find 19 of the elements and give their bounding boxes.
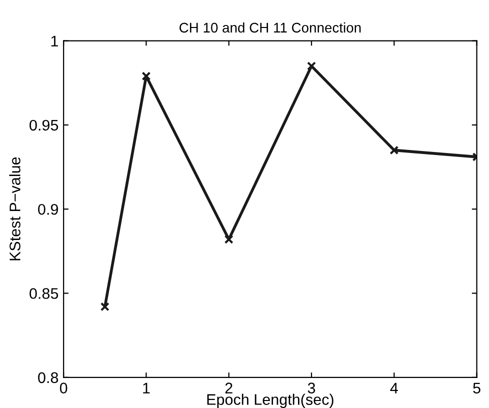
y-tick-label: 0.8 <box>38 372 58 384</box>
point <box>306 62 316 71</box>
y-axis-title: KStest P−value <box>9 157 20 260</box>
x-tick-label: 4 <box>390 382 398 394</box>
y-tick-label: 1 <box>51 36 58 46</box>
y-tick-label: 0.85 <box>30 288 58 299</box>
x-tick-label: 2 <box>225 382 232 394</box>
y-tick-label: 0.9 <box>38 204 58 215</box>
x-tick-label: 0 <box>60 382 68 394</box>
x-axis-title: Epoch Length(sec) <box>207 394 334 408</box>
point <box>100 302 110 312</box>
chart-title: CH 10 and CH 11 Connection <box>180 22 361 33</box>
point <box>224 234 234 244</box>
point <box>142 72 151 81</box>
point <box>390 146 399 155</box>
x-tick-label: 1 <box>143 382 150 394</box>
x-tick-label: 3 <box>308 382 316 394</box>
y-tick-label: 0.95 <box>30 120 58 131</box>
x-tick-label: 5 <box>473 382 480 394</box>
